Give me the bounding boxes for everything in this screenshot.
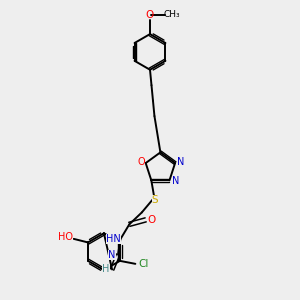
Text: N: N (108, 250, 116, 260)
Text: HN: HN (106, 234, 121, 244)
Text: HO: HO (58, 232, 73, 242)
Text: O: O (148, 215, 156, 225)
Text: Cl: Cl (139, 260, 149, 269)
Text: N: N (172, 176, 179, 186)
Text: O: O (146, 10, 154, 20)
Text: N: N (177, 158, 185, 167)
Text: S: S (152, 195, 158, 205)
Text: CH₃: CH₃ (164, 10, 181, 19)
Text: O: O (137, 158, 145, 167)
Text: H: H (103, 264, 110, 274)
